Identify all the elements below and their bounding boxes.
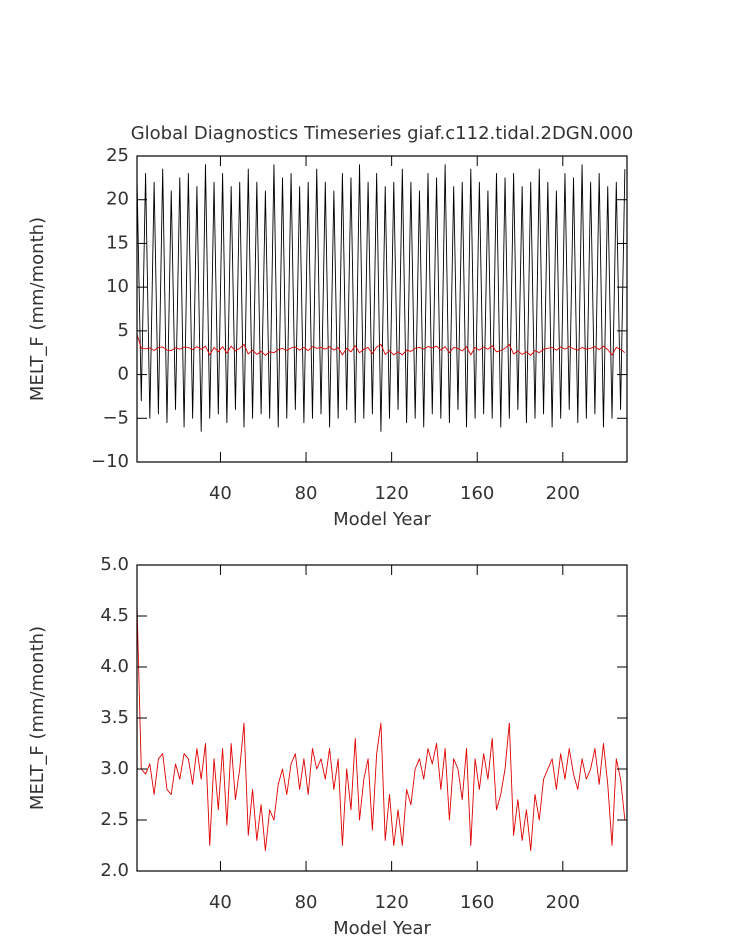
y-tick-label: 5.0 (100, 554, 129, 575)
data-line (136, 334, 626, 356)
x-tick-label: 120 (374, 483, 408, 504)
y-tick-label: 20 (106, 189, 129, 210)
y-tick-label: 5 (118, 320, 129, 341)
chart-title: Global Diagnostics Timeseries giaf.c112.… (131, 123, 634, 144)
y-tick-label: 4.5 (100, 605, 129, 626)
data-line (136, 605, 626, 852)
y-tick-label: 2.0 (100, 860, 129, 881)
y-tick-label: −10 (91, 451, 129, 472)
y-tick-label: 25 (106, 145, 129, 166)
y-tick-label: 10 (106, 276, 129, 297)
x-tick-label: 80 (295, 892, 318, 913)
x-tick-label: 40 (209, 483, 232, 504)
y-tick-label: 3.0 (100, 758, 129, 779)
x-axis-label: Model Year (333, 509, 431, 530)
x-axis-label: Model Year (333, 918, 431, 939)
x-tick-label: 160 (460, 892, 494, 913)
plot-frame (136, 155, 628, 463)
y-tick-label: −5 (102, 407, 129, 428)
y-tick-label: 3.5 (100, 707, 129, 728)
y-axis-label: MELT_F (mm/month) (27, 626, 48, 810)
y-tick-label: 15 (106, 232, 129, 253)
y-tick-label: 4.0 (100, 656, 129, 677)
x-tick-label: 200 (546, 483, 580, 504)
x-tick-label: 80 (295, 483, 318, 504)
x-tick-label: 160 (460, 483, 494, 504)
y-tick-label: 2.5 (100, 809, 129, 830)
x-tick-label: 120 (374, 892, 408, 913)
y-axis-label: MELT_F (mm/month) (27, 217, 48, 401)
x-tick-label: 200 (546, 892, 580, 913)
x-tick-label: 40 (209, 892, 232, 913)
y-tick-label: 0 (118, 364, 129, 385)
data-line (136, 164, 626, 432)
